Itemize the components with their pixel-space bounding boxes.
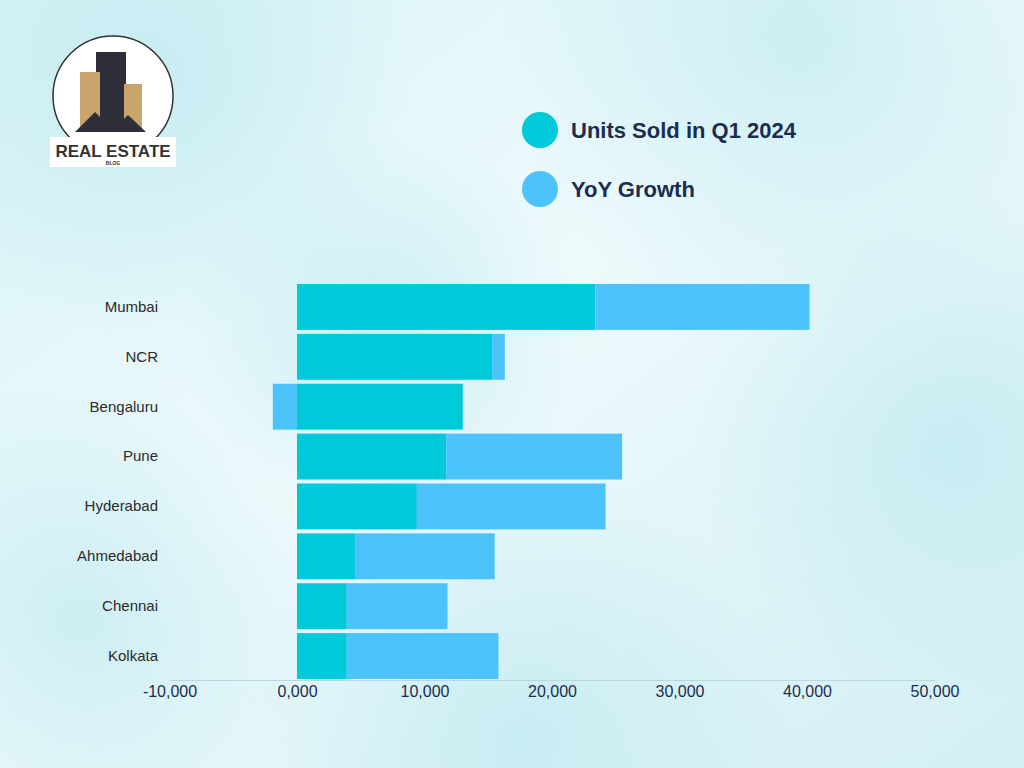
tick-label: Bengaluru xyxy=(90,397,158,414)
bar xyxy=(347,633,499,679)
legend-swatch xyxy=(522,112,558,148)
bars xyxy=(273,284,810,679)
bar xyxy=(297,434,446,480)
tick: 10,000 xyxy=(401,680,450,700)
bar xyxy=(297,334,492,380)
bar xyxy=(492,334,505,380)
tick-label: NCR xyxy=(126,348,159,365)
tick: -10,000 xyxy=(143,680,197,700)
bar xyxy=(297,533,356,579)
tick-label: Pune xyxy=(123,447,158,464)
bar-series xyxy=(273,284,810,679)
x-axis: -10,000 0,000 10,000 20,000 30,000 40,000 50,0… xyxy=(143,680,960,700)
tick: Pune xyxy=(123,447,158,464)
background-blotch xyxy=(240,460,800,768)
legend: Units Sold in Q1 2024 YoY Growth xyxy=(522,112,797,207)
tick: Mumbai xyxy=(105,298,158,315)
bar-series xyxy=(297,284,595,679)
y-axis: Mumbai NCR Bengaluru Pune Hyderabad Ahmedabad… xyxy=(77,298,159,664)
tick: Hyderabad xyxy=(85,497,158,514)
bar xyxy=(446,434,622,480)
tick: Chennai xyxy=(102,597,158,614)
tick: 40,000 xyxy=(783,680,832,700)
bar xyxy=(297,583,347,629)
bar xyxy=(297,483,417,529)
bar xyxy=(297,284,595,330)
logo-title: REAL ESTATE xyxy=(55,142,170,161)
legend-label: YoY Growth xyxy=(571,177,695,202)
bar xyxy=(417,483,606,529)
tick: 20,000 xyxy=(528,680,577,700)
tick: 30,000 xyxy=(656,680,705,700)
tick: Ahmedabad xyxy=(77,547,158,564)
bar xyxy=(297,633,347,679)
tick-label: 40,000 xyxy=(783,683,832,700)
bar xyxy=(273,384,297,430)
bar xyxy=(347,583,448,629)
tick-label: Chennai xyxy=(102,597,158,614)
chart-canvas: REAL ESTATEBLOG Mumbai NCR Bengaluru Pune Hyd… xyxy=(0,0,1024,768)
tick-label: 10,000 xyxy=(401,683,450,700)
tick-label: Mumbai xyxy=(105,298,158,315)
tick: Kolkata xyxy=(108,647,159,664)
logo-label-box xyxy=(50,137,176,167)
bar xyxy=(297,384,463,430)
tick-label: Hyderabad xyxy=(85,497,158,514)
tick: NCR xyxy=(126,348,159,365)
tick: 0,000 xyxy=(277,680,317,700)
axis-line xyxy=(170,680,935,681)
legend-swatch xyxy=(522,171,558,207)
legend-label: Units Sold in Q1 2024 xyxy=(571,118,797,143)
tick-label: 30,000 xyxy=(656,683,705,700)
logo: REAL ESTATEBLOG xyxy=(50,36,176,167)
tick-label: 50,000 xyxy=(911,683,960,700)
tick-label: -10,000 xyxy=(143,683,197,700)
tick: 50,000 xyxy=(911,680,960,700)
logo-subtitle: BLOG xyxy=(106,160,121,166)
tick: Bengaluru xyxy=(90,397,158,414)
bar xyxy=(356,533,495,579)
tick-label: 20,000 xyxy=(528,683,577,700)
tick-label: Kolkata xyxy=(108,647,159,664)
tick-label: 0,000 xyxy=(277,683,317,700)
bar xyxy=(595,284,809,330)
tick-label: Ahmedabad xyxy=(77,547,158,564)
logo-roof xyxy=(75,112,146,132)
